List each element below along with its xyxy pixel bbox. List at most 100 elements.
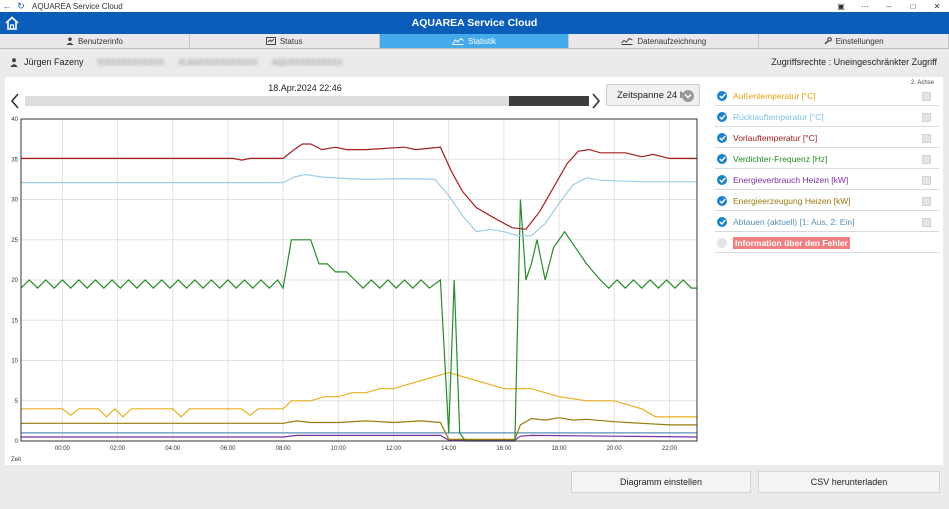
chevron-down-icon — [682, 90, 694, 102]
legend-item[interactable]: Rücklauftemperatur [°C] — [715, 107, 939, 127]
x-tick-label: 02:00 — [110, 446, 126, 452]
wrench-icon — [824, 37, 832, 45]
close-icon[interactable]: ✕ — [933, 1, 941, 11]
second-axis-checkbox[interactable] — [922, 218, 931, 227]
legend-label: Energieverbrauch Heizen [kW] — [733, 174, 849, 185]
x-tick-label: 20:00 — [607, 446, 623, 452]
user-info-row: Jürgen Fazeny IDXXXXXXXXXXX XLNXXXXXXXXX… — [0, 49, 949, 75]
main-tabs: Benutzerinfo Status Statistik Datenaufze… — [0, 34, 949, 49]
home-button[interactable] — [4, 14, 20, 32]
tab-einstellungen[interactable]: Einstellungen — [759, 34, 949, 48]
plot-border — [20, 118, 698, 442]
device-id: IDXXXXXXXXXXX — [97, 57, 165, 67]
legend-item[interactable]: Energieerzeugung Heizen [kW] — [715, 191, 939, 211]
series-line — [21, 143, 697, 230]
user-name: Jürgen Fazeny — [24, 57, 84, 67]
access-rights: Zugriffsrechte : Uneingeschränkter Zugri… — [771, 57, 937, 67]
legend-label: Abtauen (aktuell) [1: Aus, 2: Ein] — [733, 216, 855, 227]
legend-label: Vorlauftemperatur [°C] — [733, 132, 818, 143]
checked-icon[interactable] — [717, 111, 727, 122]
time-navigation: 18.Apr.2024 22:46 Zeitspanne 24 h — [5, 77, 705, 113]
series-line — [20, 199, 697, 442]
extension-icon[interactable]: ▣ — [837, 1, 845, 11]
slider-window[interactable] — [509, 96, 589, 106]
second-axis-checkbox[interactable] — [922, 155, 931, 164]
maximize-icon[interactable]: □ — [910, 1, 916, 11]
unchecked-icon[interactable] — [717, 237, 727, 248]
x-tick-label: 12:00 — [386, 446, 402, 452]
second-axis-checkbox[interactable] — [922, 134, 931, 143]
second-axis-checkbox[interactable] — [922, 113, 931, 122]
second-axis-checkbox[interactable] — [922, 197, 931, 206]
y-tick-label: 10 — [11, 359, 18, 365]
series-line — [21, 434, 698, 441]
checked-icon[interactable] — [717, 195, 727, 206]
refresh-icon[interactable]: ↻ — [17, 0, 25, 11]
checked-icon[interactable] — [717, 174, 727, 185]
legend-item[interactable]: Verdichter-Frequenz [Hz] — [715, 149, 939, 169]
device-id: AQUXXXXXXXXXX — [271, 57, 343, 67]
back-arrow-icon[interactable]: ← — [2, 1, 12, 11]
second-axis-checkbox[interactable] — [922, 176, 931, 185]
legend-item[interactable]: Außentemperatur [°C] — [715, 86, 939, 106]
statistics-panel: 18.Apr.2024 22:46 Zeitspanne 24 h 0 5 10 15… — [5, 77, 943, 465]
y-tick-label: 40 — [11, 117, 18, 123]
checked-icon[interactable] — [717, 153, 727, 164]
tab-label: Einstellungen — [835, 36, 884, 46]
tab-label: Status — [279, 36, 303, 46]
x-tick-label: 22:00 — [662, 446, 678, 452]
y-tick-label: 15 — [11, 318, 18, 324]
tab-datenaufzeichnung[interactable]: Datenaufzeichnung — [569, 34, 760, 48]
previous-arrow-icon[interactable] — [10, 93, 20, 109]
window-title: AQUAREA Service Cloud — [32, 1, 123, 11]
second-axis-checkbox[interactable] — [922, 92, 931, 101]
checked-icon[interactable] — [717, 132, 727, 143]
user-icon — [66, 37, 74, 45]
current-date: 18.Apr.2024 22:46 — [268, 83, 342, 93]
x-tick-label: 06:00 — [220, 446, 236, 452]
legend-item[interactable]: Abtauen (aktuell) [1: Aus, 2: Ein] — [715, 212, 939, 232]
zeitspanne-label: Zeitspanne 24 h — [617, 89, 686, 101]
window-titlebar: ← ↻ AQUAREA Service Cloud ▣ ⋯ – □ ✕ — [0, 0, 949, 12]
next-arrow-icon[interactable] — [591, 93, 601, 109]
tab-label: Statistik — [467, 36, 496, 46]
diagramm-einstellen-button[interactable]: Diagramm einstellen — [571, 471, 751, 493]
legend-item[interactable]: Vorlauftemperatur [°C] — [715, 128, 939, 148]
legend-label: Energieerzeugung Heizen [kW] — [733, 195, 851, 206]
device-id: XLNXXXXXXXXXXXX — [178, 57, 258, 67]
tab-label: Benutzerinfo — [77, 36, 123, 46]
more-icon[interactable]: ⋯ — [861, 1, 869, 11]
series-line — [21, 371, 697, 418]
home-icon — [5, 16, 19, 30]
user-icon — [10, 57, 18, 67]
y-tick-label: 0 — [15, 439, 19, 445]
legend-label: Außentemperatur [°C] — [733, 90, 816, 101]
tab-label: Datenaufzeichnung — [637, 36, 707, 46]
app-header: AQUAREA Service Cloud — [0, 12, 949, 34]
minimize-icon[interactable]: – — [886, 1, 892, 11]
y-tick-label: 35 — [11, 157, 18, 163]
x-axis-label: Zeit — [11, 457, 21, 463]
legend-label: Verdichter-Frequenz [Hz] — [733, 153, 828, 164]
zeitspanne-select[interactable]: Zeitspanne 24 h — [606, 84, 700, 106]
y-tick-label: 5 — [15, 399, 19, 405]
csv-herunterladen-button[interactable]: CSV herunterladen — [758, 471, 940, 493]
legend-item[interactable]: Energieverbrauch Heizen [kW] — [715, 170, 939, 190]
time-slider[interactable] — [25, 96, 589, 106]
tab-benutzerinfo[interactable]: Benutzerinfo — [0, 34, 190, 48]
chart-line-icon — [452, 37, 464, 45]
series-line — [21, 173, 697, 237]
second-axis-header: 2. Achse — [910, 80, 934, 86]
tab-statistik[interactable]: Statistik — [379, 34, 570, 48]
status-icon — [265, 37, 276, 45]
x-tick-label: 16:00 — [496, 446, 512, 452]
tab-status[interactable]: Status — [189, 34, 380, 48]
x-tick-label: 18:00 — [552, 446, 568, 452]
legend-item[interactable]: Information über den Fehler — [715, 233, 939, 253]
data-record-icon — [621, 37, 634, 45]
y-tick-label: 20 — [11, 278, 18, 284]
x-tick-label: 00:00 — [55, 446, 71, 452]
checked-icon[interactable] — [717, 90, 727, 101]
checked-icon[interactable] — [717, 216, 727, 227]
legend-label: Information über den Fehler — [733, 236, 850, 249]
